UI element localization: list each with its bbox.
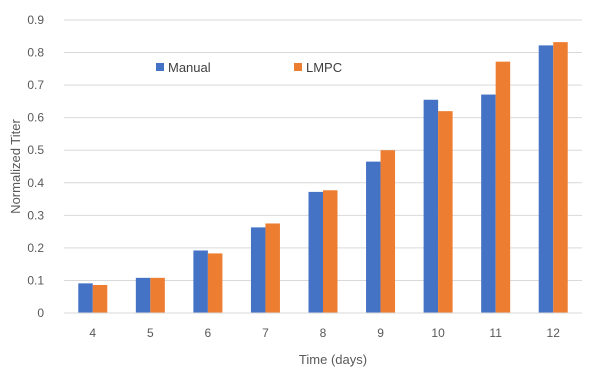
x-tick-label: 9 [377,326,384,340]
bar-lmpc-7 [265,223,280,313]
bar-lmpc-5 [150,277,165,313]
gridlines [64,19,582,281]
y-tick-label: 0.9 [27,13,44,27]
y-tick-label: 0 [37,306,44,320]
bar-lmpc-4 [92,285,108,313]
bar-lmpc-10 [438,111,453,314]
bar-manual-11 [481,94,496,314]
x-tick-label: 12 [547,326,561,340]
bar-manual-5 [135,277,151,313]
y-axis-ticks: 0 0.1 0.2 0.3 0.4 0.5 0.6 0.7 0.8 0.9 [27,13,44,320]
y-tick-label: 0.8 [27,46,44,60]
bar-lmpc-9 [380,150,396,313]
x-tick-label: 10 [431,326,445,340]
bar-manual-12 [538,45,554,313]
bar-manual-6 [193,250,208,313]
bar-manual-4 [78,283,93,313]
legend: Manual LMPC [156,60,342,75]
bar-lmpc-12 [553,42,568,313]
legend-swatch-lmpc [294,63,302,71]
bar-manual-8 [308,191,323,313]
bar-lmpc-11 [495,61,511,313]
bars [78,42,568,314]
legend-label-manual: Manual [168,60,211,75]
x-axis-ticks: 4 5 6 7 8 9 10 11 12 [89,326,560,340]
y-tick-label: 0.7 [27,78,44,92]
y-axis-title: Normalized Titer [8,119,23,214]
bar-lmpc-8 [323,190,338,313]
y-tick-label: 0.4 [27,176,44,190]
x-tick-label: 5 [147,326,154,340]
y-tick-label: 0.2 [27,241,44,255]
x-tick-label: 4 [89,326,96,340]
y-tick-label: 0.5 [27,143,44,157]
x-tick-label: 6 [205,326,212,340]
bar-lmpc-6 [207,253,223,313]
y-tick-label: 0.6 [27,111,44,125]
bar-manual-7 [250,227,266,313]
y-tick-label: 0.1 [27,273,44,287]
x-tick-label: 8 [320,326,327,340]
legend-label-lmpc: LMPC [306,60,342,75]
x-axis-title: Time (days) [299,352,367,367]
legend-swatch-manual [156,63,164,71]
y-tick-label: 0.3 [27,208,44,222]
bar-manual-10 [423,99,439,313]
x-tick-label: 7 [262,326,269,340]
bar-manual-9 [366,161,381,313]
x-tick-label: 11 [489,326,502,340]
